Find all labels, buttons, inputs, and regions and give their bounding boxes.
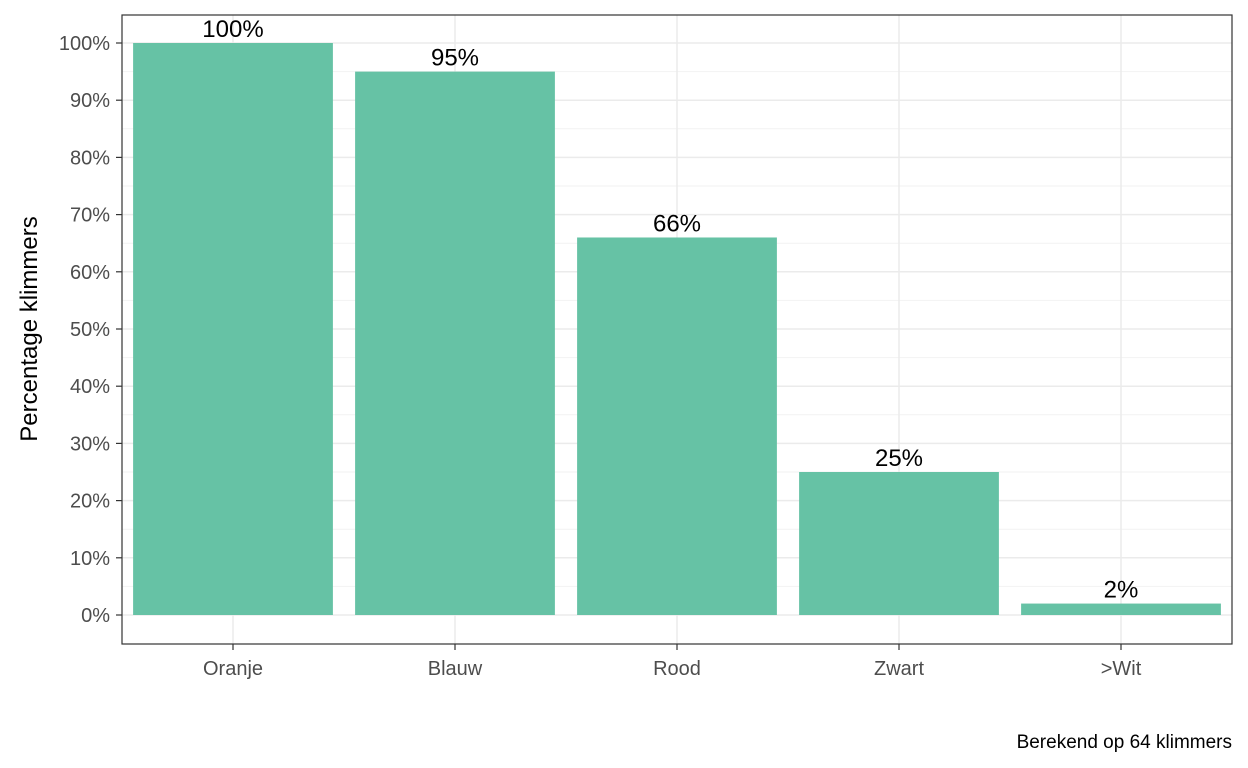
x-tick-label: Blauw: [428, 658, 483, 680]
bars-layer: [133, 43, 1221, 616]
chart-caption: Berekend op 64 klimmers: [1017, 732, 1232, 753]
x-tick-label: >Wit: [1101, 658, 1142, 680]
bar-value-label: 2%: [1104, 577, 1139, 604]
y-tick-label: 0%: [81, 605, 110, 627]
bar-oranje: [133, 43, 333, 615]
y-tick-label: 90%: [70, 90, 110, 112]
bar-wit: [1021, 603, 1221, 615]
bar-value-label: 95%: [431, 45, 479, 72]
y-tick-label: 40%: [70, 376, 110, 398]
x-axis: Oranje Blauw Rood Zwart >Wit: [203, 644, 1142, 680]
y-tick-label: 20%: [70, 491, 110, 513]
x-tick-label: Rood: [653, 658, 701, 680]
y-tick-label: 70%: [70, 205, 110, 227]
bar-value-label: 66%: [653, 210, 701, 237]
x-tick-label: Zwart: [874, 658, 924, 680]
y-axis-title: Percentage klimmers: [16, 216, 43, 441]
data-labels: 100% 95% 66% 25% 2%: [202, 16, 1138, 604]
x-tick-label: Oranje: [203, 658, 263, 680]
y-tick-label: 10%: [70, 548, 110, 570]
bar-blauw: [355, 71, 555, 616]
bar-rood: [577, 237, 777, 616]
y-tick-label: 30%: [70, 433, 110, 455]
y-tick-label: 80%: [70, 147, 110, 169]
y-tick-label: 60%: [70, 262, 110, 284]
bar-value-label: 100%: [202, 16, 263, 43]
y-tick-label: 100%: [59, 33, 110, 55]
y-tick-label: 50%: [70, 319, 110, 341]
bar-value-label: 25%: [875, 445, 923, 472]
bar-zwart: [799, 472, 999, 615]
y-axis: 0% 10% 20% 30% 40% 50% 60% 70% 80% 90% 100%: [59, 33, 122, 627]
